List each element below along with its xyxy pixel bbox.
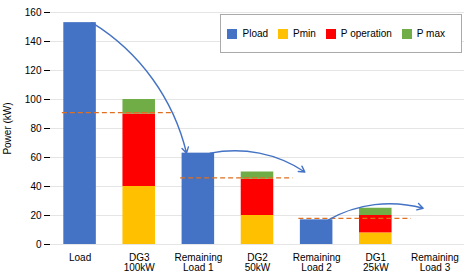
svg-text:60: 60 [30,152,42,163]
svg-text:0: 0 [36,239,42,250]
svg-text:DG250kW: DG250kW [245,252,271,273]
svg-text:80: 80 [30,123,42,134]
svg-text:RemainingLoad 3: RemainingLoad 3 [411,252,459,273]
svg-text:Power (kW): Power (kW) [2,102,13,154]
svg-text:RemainingLoad 2: RemainingLoad 2 [293,252,341,273]
svg-text:20: 20 [30,210,42,221]
svg-text:100: 100 [25,94,42,105]
svg-text:Load: Load [69,252,91,263]
svg-text:DG3100kW: DG3100kW [124,252,156,273]
svg-text:40: 40 [30,181,42,192]
svg-text:120: 120 [25,65,42,76]
svg-text:160: 160 [25,7,42,18]
svg-text:DG125kW: DG125kW [363,252,389,273]
html-text:Pload: Pload [242,28,269,39]
html-text:P operation: P operation [340,28,392,39]
svg-text:RemainingLoad 1: RemainingLoad 1 [174,252,222,273]
html-text:Pmin: Pmin [293,28,316,39]
svg-text:140: 140 [25,36,42,47]
html-text:P max: P max [416,28,445,39]
